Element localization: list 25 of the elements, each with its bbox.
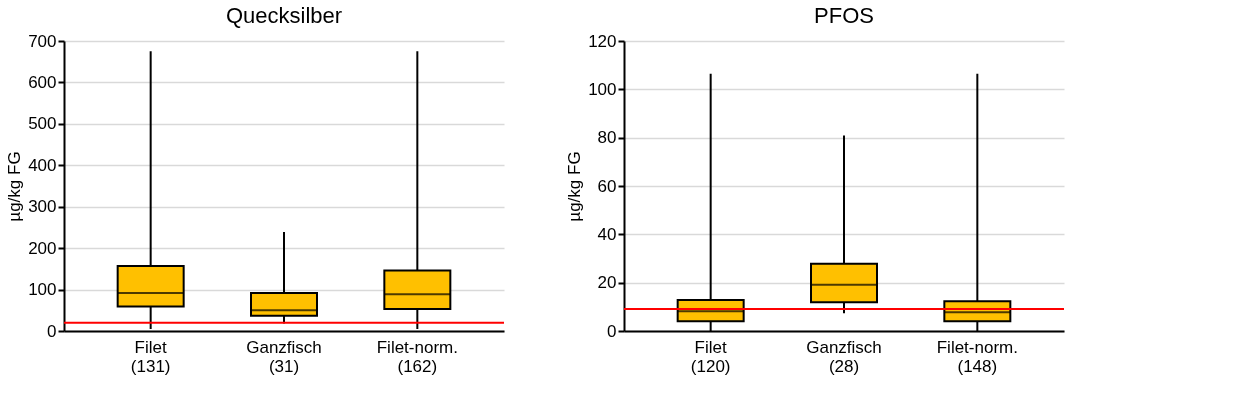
- y-axis-title: µg/kg FG: [5, 151, 25, 222]
- x-tick-label: Filet-norm. (162): [376, 337, 458, 376]
- y-tick-label: 200: [28, 238, 57, 258]
- x-tick-label: Filet (131): [130, 337, 171, 376]
- y-tick-label: 100: [28, 280, 57, 300]
- x-tick-label: Filet-norm. (148): [936, 337, 1018, 376]
- y-tick-label: 120: [588, 31, 617, 51]
- x-tick-label: Ganzfisch (28): [806, 337, 882, 376]
- y-tick-label: 40: [597, 224, 617, 244]
- chart-title: PFOS: [814, 3, 874, 28]
- x-tick-label: Filet (120): [690, 337, 731, 376]
- x-tick-label: Ganzfisch (31): [246, 337, 322, 376]
- y-axis-title: µg/kg FG: [565, 151, 585, 222]
- y-tick-label: 300: [28, 197, 57, 217]
- y-tick-label: 100: [588, 79, 617, 99]
- y-tick-label: 500: [28, 114, 57, 134]
- y-tick-label: 600: [28, 72, 57, 92]
- y-tick-label: 0: [607, 321, 617, 341]
- y-tick-label: 60: [597, 176, 617, 196]
- y-tick-label: 80: [597, 128, 617, 148]
- y-tick-label: 20: [597, 273, 617, 293]
- y-tick-label: 400: [28, 155, 57, 175]
- chart-title: Quecksilber: [225, 3, 343, 28]
- y-tick-label: 700: [28, 31, 57, 51]
- y-tick-label: 0: [47, 321, 57, 341]
